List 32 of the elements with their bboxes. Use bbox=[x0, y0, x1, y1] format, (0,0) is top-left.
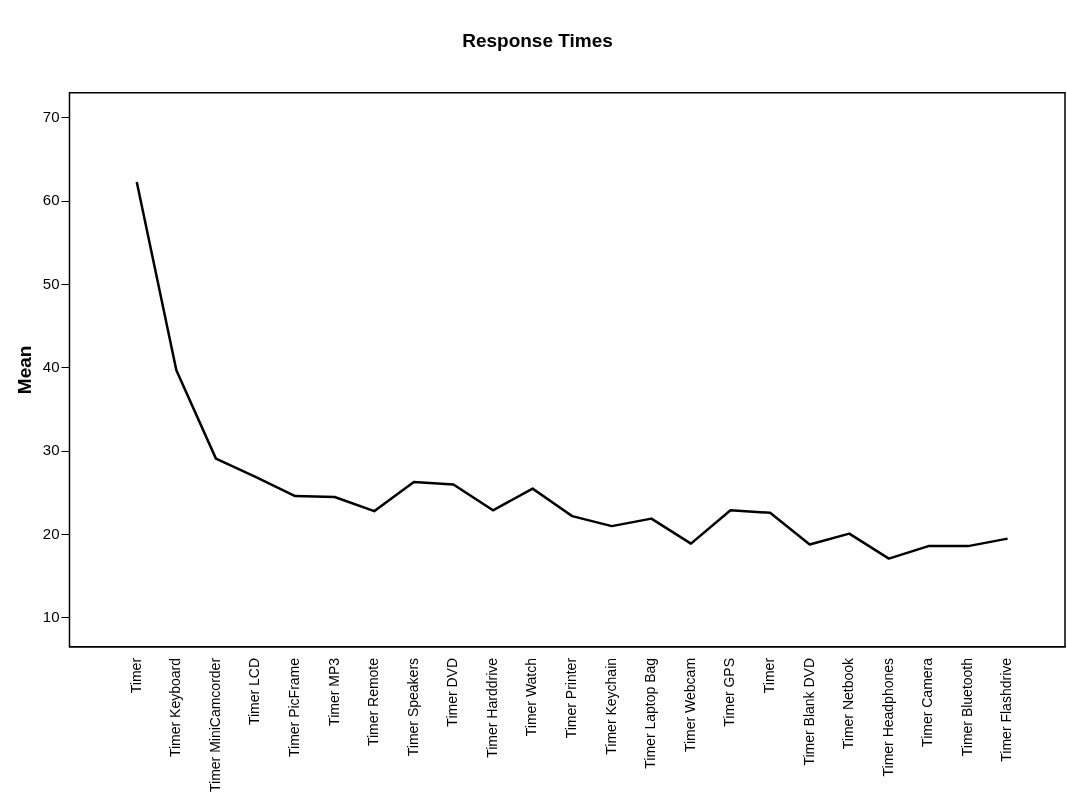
x-tick-label: Timer PicFrame bbox=[285, 657, 302, 757]
x-tick-label: Timer Bluetooth bbox=[958, 657, 975, 757]
x-tick-label: Timer bbox=[127, 657, 144, 694]
x-tick-label: Timer GPS bbox=[721, 657, 738, 727]
x-tick-label: Timer Laptop Bag bbox=[642, 657, 659, 769]
x-tick-label: Timer bbox=[760, 657, 777, 694]
x-tick-label: Timer Remote bbox=[365, 657, 382, 747]
x-tick-label: Timer LCD bbox=[246, 657, 263, 726]
x-tick-label: Timer Keyboard bbox=[167, 657, 184, 758]
x-tick-label: Timer Watch bbox=[523, 657, 540, 737]
x-tick-label: Timer Speakers bbox=[404, 657, 421, 757]
y-tick-label: 20 bbox=[42, 524, 60, 542]
x-tick-label: Timer Blank DVD bbox=[800, 657, 817, 766]
x-tick-label: Timer Webcam bbox=[681, 657, 698, 753]
y-tick-label: 60 bbox=[42, 191, 60, 209]
x-tick-label: Timer DVD bbox=[444, 657, 461, 727]
x-tick-label: Timer Harddrive bbox=[483, 657, 500, 758]
x-tick-label: Timer Headphones bbox=[879, 657, 896, 777]
y-tick-label: 10 bbox=[42, 607, 60, 625]
y-tick-label: 70 bbox=[42, 107, 60, 125]
y-axis-title: Mean bbox=[13, 345, 35, 395]
x-tick-label: Timer Keychain bbox=[602, 657, 619, 755]
x-tick-label: Timer Flashdrive bbox=[998, 657, 1015, 762]
y-tick-label: 30 bbox=[42, 441, 60, 459]
chart-title: Response Times bbox=[462, 29, 613, 51]
y-tick-label: 40 bbox=[42, 357, 60, 375]
x-tick-label: Timer Camera bbox=[919, 657, 936, 747]
x-tick-label: Timer MP3 bbox=[325, 657, 342, 726]
x-tick-label: Timer Netbook bbox=[840, 656, 857, 750]
x-tick-label: Timer MiniCamcorder bbox=[206, 657, 223, 793]
y-tick-label: 50 bbox=[42, 274, 60, 292]
x-tick-label: Timer Printer bbox=[563, 657, 580, 739]
